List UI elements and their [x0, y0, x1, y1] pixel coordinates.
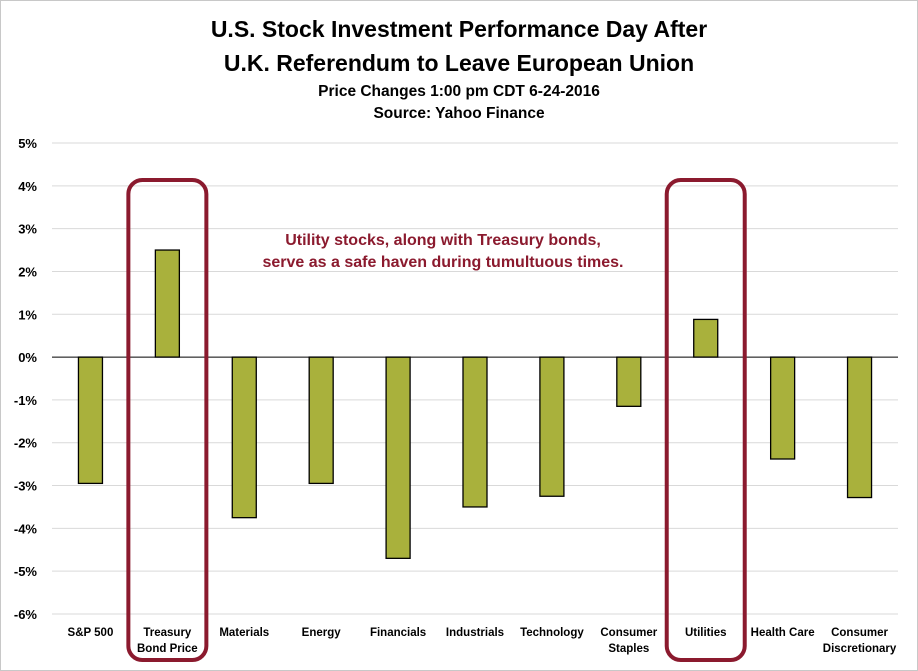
x-category-label: Health Care [751, 627, 815, 639]
chart-subtitle-line1: Price Changes 1:00 pm CDT 6-24-2016 [318, 83, 600, 100]
x-category-label: S&P 500 [68, 627, 114, 639]
y-tick-label: -1% [14, 393, 38, 408]
y-tick-label: -2% [14, 436, 38, 451]
x-category-label: Industrials [446, 627, 504, 639]
y-tick-label: 5% [18, 136, 37, 151]
bar [77, 356, 104, 485]
x-axis-category-labels: S&P 500 Treasury Bond Price Materials Energy… [68, 627, 897, 655]
highlight-box [126, 178, 209, 662]
x-category-label: Discretionary [823, 643, 897, 655]
y-tick-label: 0% [18, 350, 37, 365]
bar [462, 356, 488, 508]
bar [385, 356, 411, 559]
y-tick-label: -4% [14, 521, 38, 536]
bar [616, 356, 642, 407]
bar [154, 249, 181, 358]
bars [77, 249, 873, 559]
y-tick-label: -3% [14, 479, 38, 494]
x-category-label: Consumer [600, 627, 657, 639]
x-category-label: Materials [219, 627, 269, 639]
y-axis-tick-labels: 5% 4% 3% 2% 1% 0% -1% -2% -3% -4% -5% -6% [14, 136, 38, 622]
x-category-label: Staples [608, 643, 649, 655]
y-tick-label: 3% [18, 222, 37, 237]
highlight-box [664, 178, 747, 662]
bar [693, 318, 719, 358]
y-tick-label: -6% [14, 607, 38, 622]
y-tick-label: -5% [14, 564, 38, 579]
annotation-line1: Utility stocks, along with Treasury bond… [285, 232, 601, 249]
x-category-label: Energy [302, 627, 342, 639]
highlight-boxes [126, 178, 747, 662]
bar [308, 356, 334, 485]
x-category-label: Consumer [831, 627, 888, 639]
x-category-label: Treasury [143, 627, 192, 639]
bar [539, 356, 565, 497]
annotation-line2: serve as a safe haven during tumultuous … [263, 254, 624, 271]
chart-title-line2: U.K. Referendum to Leave European Union [223, 50, 695, 76]
bar [231, 356, 257, 519]
y-tick-label: 1% [18, 307, 37, 322]
x-category-label: Technology [520, 627, 584, 639]
x-category-label: Financials [370, 627, 426, 639]
x-category-label: Utilities [685, 627, 727, 639]
chart-subtitle-line2: Source: Yahoo Finance [373, 105, 545, 122]
bar [769, 356, 796, 460]
y-tick-label: 2% [18, 264, 37, 279]
bar [846, 356, 873, 499]
x-category-label: Bond Price [137, 643, 198, 655]
y-tick-label: 4% [18, 179, 37, 194]
chart-title-line1: U.S. Stock Investment Performance Day Af… [210, 16, 708, 42]
